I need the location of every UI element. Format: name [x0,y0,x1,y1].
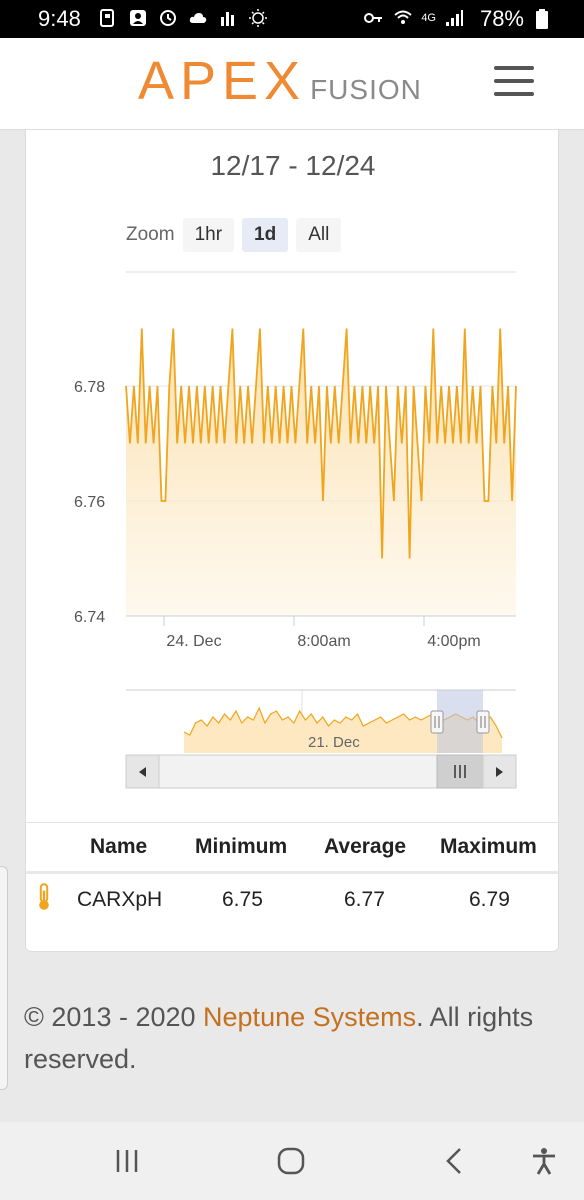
zoom-1hr-button[interactable]: 1hr [182,218,235,252]
graph-card: 12/17 - 12/24 Zoom 1hr 1d All 6.74 6.76 6.… [25,130,559,952]
y-tick-label: 6.74 [74,609,105,626]
navigator-area [184,708,502,753]
status-bar: 9:48 4G 78% [0,0,584,38]
col-header-name: Name [90,835,148,858]
x-tick-label: 4:00pm [427,633,480,650]
contacts-icon [130,10,146,26]
zoom-label: Zoom [126,224,175,245]
y-tick-label: 6.76 [74,494,105,511]
battery-icon [536,9,548,29]
scroll-right-button[interactable] [482,754,517,789]
row-average: 6.77 [344,888,385,911]
wifi-icon [394,10,412,24]
status-time: 9:48 [38,6,81,31]
row-minimum: 6.75 [222,888,263,911]
network-type: 4G [421,12,436,24]
chart-navigator[interactable]: 21. Dec [26,685,560,795]
row-name: CARXpH [77,888,163,911]
ph-chart[interactable]: 6.74 6.76 6.78 24. Dec 8:00am 4:00pm [26,260,560,650]
series-line [125,328,517,559]
x-tick-label: 8:00am [297,633,350,650]
apex-fusion-logo[interactable]: APEX FUSION [138,51,422,111]
series-area [126,328,516,616]
grip-icon [454,765,466,778]
col-header-average: Average [324,835,407,858]
cloud-icon [189,13,207,23]
row-maximum: 6.79 [469,888,510,911]
logo-apex-text: APEX [138,51,307,111]
navigator-handle-left[interactable] [430,710,444,734]
signal-icon [446,10,463,26]
logo-fusion-text: FUSION [310,74,422,105]
navigator-selection[interactable] [437,690,483,753]
recent-apps-icon[interactable] [112,1146,142,1176]
col-header-maximum: Maximum [440,835,537,858]
footer-prefix: © 2013 - 2020 [24,1002,204,1032]
footer-suffix: . All rights reserved. [24,1002,534,1074]
thermometer-icon [39,883,49,910]
neptune-systems-link[interactable]: Neptune Systems [203,1002,417,1032]
home-icon[interactable] [276,1146,306,1176]
screen-record-icon [100,9,114,27]
arrow-right-icon [496,767,503,777]
battery-percent: 78% [479,6,524,31]
sun-icon [249,9,267,27]
chart-icon [221,12,234,26]
zoom-1d-button[interactable]: 1d [242,218,289,252]
scroll-thumb[interactable] [436,754,484,789]
app-header: APEX FUSION [0,38,584,130]
side-drawer-edge[interactable] [0,866,8,1090]
x-tick-label: 24. Dec [166,633,221,650]
android-nav-bar [0,1122,584,1200]
col-header-minimum: Minimum [195,835,288,858]
account-icon [160,10,176,26]
scroll-left-button[interactable] [125,754,160,789]
navigator-date-label: 21. Dec [308,734,360,751]
arrow-left-icon [139,767,146,777]
back-icon[interactable] [440,1146,470,1176]
hamburger-menu-icon[interactable] [494,66,534,100]
zoom-all-button[interactable]: All [296,218,342,252]
accessibility-icon[interactable] [529,1146,559,1176]
date-range-title: 12/17 - 12/24 [210,150,376,181]
footer-copyright: © 2013 - 2020 Neptune Systems. All right… [24,996,564,1080]
stats-header-row: Name Minimum Average Maximum [26,822,558,874]
navigator-handle-right[interactable] [476,710,490,734]
zoom-controls: Zoom 1hr 1d All [126,218,342,252]
key-icon [364,13,383,23]
y-tick-label: 6.78 [74,379,105,396]
